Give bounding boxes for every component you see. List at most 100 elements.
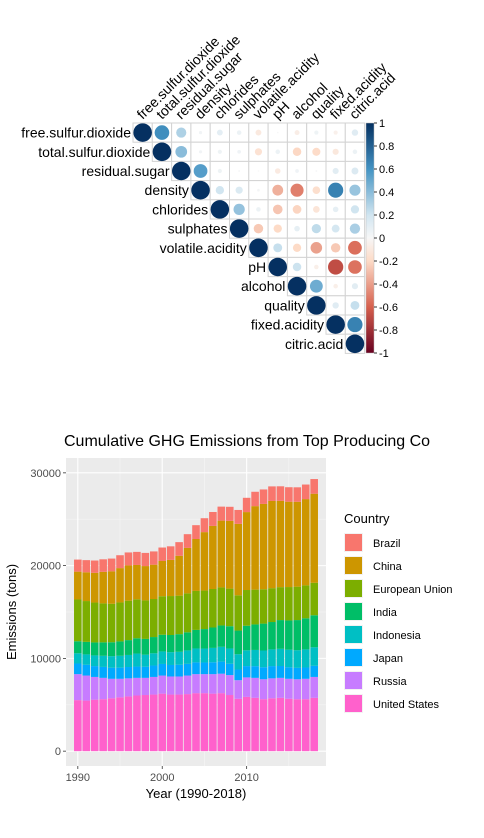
corr-circle-residual-sugar-quality [315, 170, 318, 172]
bar-india-2011 [251, 624, 259, 650]
bar-china-1992 [90, 572, 99, 603]
bar-japan-2004 [192, 662, 200, 675]
bar-japan-2009 [234, 669, 243, 681]
chart-title: Cumulative GHG Emissions from Top Produc… [64, 433, 430, 450]
corr-circle-volatile-acidity-citric-acid [348, 240, 362, 255]
corr-circle-total-sulfur-dioxide-total-sulfur-dioxide [152, 142, 172, 162]
bar-united-states-1992 [90, 699, 99, 752]
corr-circle-density-citric-acid [349, 184, 361, 196]
corr-circle-free-sulfur-dioxide-sulphates [236, 130, 242, 135]
bar-china-1995 [116, 568, 124, 603]
row-label-alcohol: alcohol [241, 278, 285, 294]
bar-brazil-1997 [133, 551, 141, 565]
bar-indonesia-2010 [242, 650, 251, 667]
colorbar-tick-label: 1 [379, 118, 385, 130]
bar-european-union-1990 [74, 599, 82, 642]
bar-india-1998 [141, 638, 150, 655]
bar-russia-2002 [175, 676, 183, 695]
corr-circle-total-sulfur-dioxide-chlorides [217, 149, 222, 154]
bar-united-states-2012 [259, 699, 268, 752]
bar-india-2012 [259, 623, 268, 651]
corr-circle-chlorides-sulphates [233, 203, 245, 216]
bar-russia-2006 [209, 674, 217, 694]
corr-circle-total-sulfur-dioxide-quality [312, 147, 321, 156]
legend-key-russia [345, 672, 362, 689]
bar-united-states-2016 [293, 699, 302, 752]
bar-russia-2017 [301, 678, 310, 700]
bar-japan-2007 [217, 661, 226, 674]
bar-european-union-2007 [217, 587, 226, 626]
bar-brazil-2011 [251, 491, 259, 507]
bar-russia-2015 [285, 678, 293, 699]
corr-circle-residual-sugar-ph [274, 168, 281, 174]
bar-brazil-2012 [259, 489, 268, 504]
bar-india-2014 [276, 620, 285, 649]
bar-japan-1993 [99, 666, 107, 678]
bar-united-states-2009 [234, 698, 243, 752]
corr-circle-density-ph [272, 184, 284, 196]
corr-circle-chlorides-quality [313, 206, 320, 213]
corr-circle-free-sulfur-dioxide-chlorides [216, 129, 223, 136]
bar-indonesia-2011 [251, 649, 259, 667]
bar-united-states-1995 [116, 697, 124, 752]
bar-brazil-1990 [74, 559, 82, 572]
bar-china-2004 [192, 538, 200, 591]
corr-circle-total-sulfur-dioxide-fixed-acidity [332, 148, 339, 155]
bar-china-2007 [217, 520, 226, 588]
bar-brazil-2016 [293, 487, 302, 502]
bar-brazil-2003 [183, 534, 192, 548]
corr-circle-alcohol-alcohol [287, 276, 307, 296]
legend-key-japan [345, 649, 362, 666]
bar-japan-2002 [175, 664, 183, 677]
bar-european-union-2001 [166, 596, 175, 636]
bar-united-states-2006 [209, 693, 217, 752]
bar-united-states-1991 [82, 700, 91, 752]
row-label-quality: quality [264, 297, 304, 313]
bar-indonesia-2007 [217, 646, 226, 662]
corr-circle-chlorides-alcohol [292, 205, 302, 214]
colorbar-tick-label: 0 [379, 233, 385, 245]
bar-european-union-1997 [133, 599, 141, 639]
corr-circle-free-sulfur-dioxide-total-sulfur-dioxide [154, 125, 170, 140]
bar-japan-2015 [285, 667, 293, 679]
bar-brazil-2007 [217, 506, 226, 521]
bar-brazil-2008 [225, 506, 234, 521]
colorbar-tick-label: 0.6 [379, 164, 394, 176]
bar-european-union-2012 [259, 589, 268, 624]
correlation-plot: free.sulfur.dioxide total.sulfur.dioxide r… [21, 31, 398, 360]
corr-circle-density-quality [312, 186, 321, 195]
bar-brazil-2014 [276, 486, 285, 501]
bar-united-states-2002 [175, 694, 183, 752]
corr-circle-chlorides-ph [272, 204, 283, 215]
bar-indonesia-1998 [141, 654, 150, 667]
bar-brazil-2010 [242, 497, 251, 513]
corr-circle-alcohol-fixed-acidity [333, 283, 338, 289]
corr-circle-volatile-acidity-ph [273, 243, 283, 253]
bar-russia-2018 [310, 676, 318, 698]
bar-india-1991 [82, 641, 91, 655]
colorbar [365, 122, 375, 354]
bar-japan-2011 [251, 666, 259, 678]
corr-circle-chlorides-chlorides [210, 200, 230, 219]
corr-circle-quality-fixed-acidity [332, 302, 339, 309]
corr-circle-residual-sugar-sulphates [238, 170, 241, 172]
bar-russia-1997 [133, 677, 141, 696]
corr-circle-fixed-acidity-fixed-acidity [326, 315, 345, 334]
corr-circle-sulphates-alcohol [294, 225, 300, 232]
bar-european-union-1994 [107, 603, 116, 643]
corr-circle-sulphates-quality [311, 223, 321, 234]
row-label-density: density [145, 182, 189, 198]
corr-circle-total-sulfur-dioxide-citric-acid [352, 149, 358, 155]
legend-label-indonesia: Indonesia [373, 630, 422, 642]
corr-circle-residual-sugar-residual-sugar [171, 161, 191, 181]
colorbar-tick-label: -1 [379, 348, 389, 360]
bar-japan-2016 [293, 667, 302, 680]
legend-label-china: China [373, 561, 403, 573]
corr-circle-sulphates-fixed-acidity [331, 224, 340, 233]
bar-russia-2008 [225, 675, 234, 696]
bar-brazil-2000 [158, 547, 167, 561]
bar-china-2001 [166, 559, 175, 597]
bar-indonesia-2004 [192, 648, 200, 663]
corr-circle-residual-sugar-volatile-acidity [257, 170, 260, 172]
